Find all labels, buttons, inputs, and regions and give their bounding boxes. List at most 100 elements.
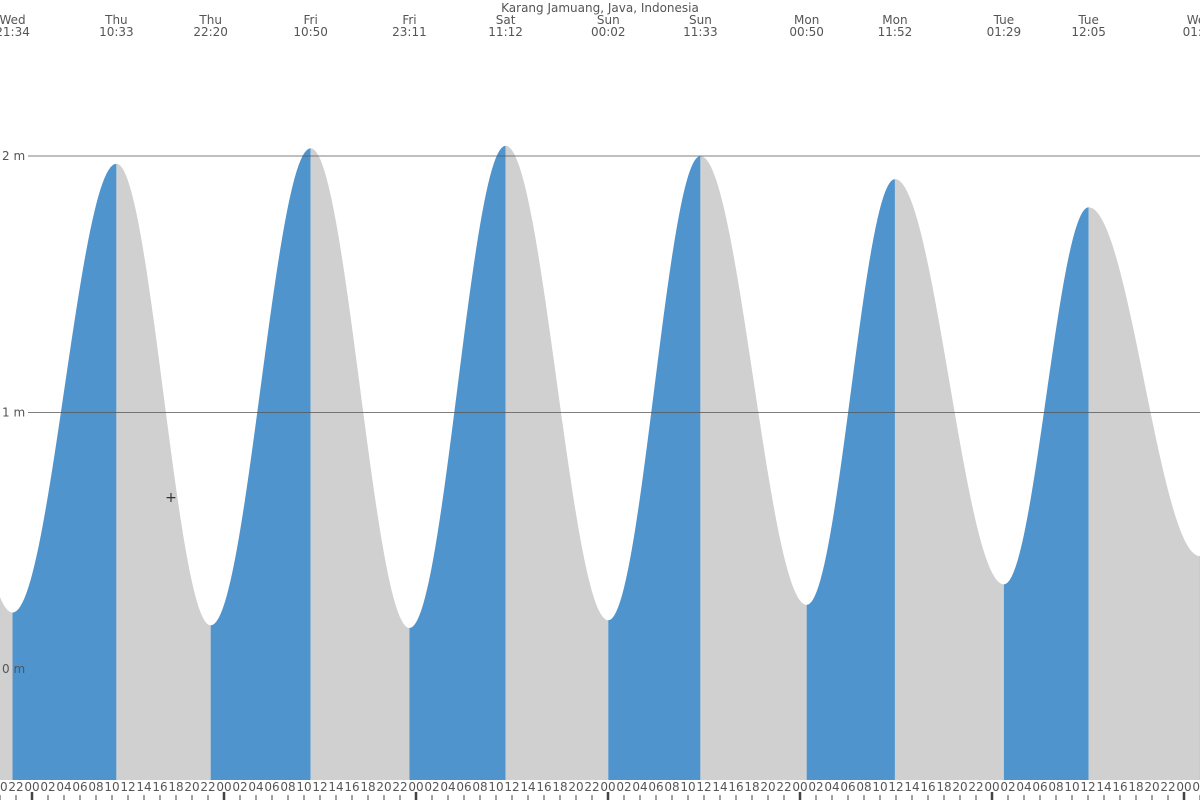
hour-tick-label: 16 bbox=[728, 780, 743, 794]
gridline-layer: 0 m 1 m 2 m bbox=[2, 149, 1200, 676]
hour-tick-label: 08 bbox=[88, 780, 103, 794]
extreme-day-label: Fri bbox=[304, 13, 318, 27]
hour-tick-label: 12 bbox=[504, 780, 519, 794]
hour-axis-layer: 2022000204060810121416182022000204060810… bbox=[0, 780, 1200, 800]
extreme-time-label: 00:50 bbox=[789, 25, 824, 39]
extreme-day-label: Sat bbox=[496, 13, 516, 27]
hour-tick-label: 18 bbox=[552, 780, 567, 794]
hour-tick-label: 10 bbox=[296, 780, 311, 794]
hour-tick-label: 18 bbox=[360, 780, 375, 794]
cursor-marker: + bbox=[165, 490, 177, 506]
hour-tick-label: 08 bbox=[1048, 780, 1063, 794]
hour-tick-label: 20 bbox=[1144, 780, 1159, 794]
hour-tick-label: 02 bbox=[1000, 780, 1015, 794]
tide-area-layer bbox=[0, 145, 1200, 781]
y-tick-label: 1 m bbox=[2, 406, 25, 420]
hour-tick-label: 04 bbox=[1016, 780, 1031, 794]
hour-tick-label: 22 bbox=[584, 780, 599, 794]
hour-tick-label: 12 bbox=[120, 780, 135, 794]
falling-tide-segment bbox=[0, 597, 13, 780]
hour-tick-label: 02 bbox=[424, 780, 439, 794]
extreme-time-label: 22:20 bbox=[193, 25, 228, 39]
hour-tick-label: 00 bbox=[1176, 780, 1191, 794]
hour-tick-label: 04 bbox=[440, 780, 455, 794]
hour-tick-label: 00 bbox=[408, 780, 423, 794]
hour-tick-label: 14 bbox=[136, 780, 151, 794]
hour-tick-label: 12 bbox=[312, 780, 327, 794]
hour-tick-label: 06 bbox=[456, 780, 471, 794]
hour-tick-label: 00 bbox=[216, 780, 231, 794]
hour-tick-label: 22 bbox=[392, 780, 407, 794]
hour-tick-label: 18 bbox=[168, 780, 183, 794]
extreme-day-label: Tue bbox=[1077, 13, 1099, 27]
hour-tick-label: 08 bbox=[280, 780, 295, 794]
rising-tide-segment bbox=[12, 163, 117, 780]
hour-tick-label: 02 bbox=[40, 780, 55, 794]
hour-tick-label: 18 bbox=[936, 780, 951, 794]
hour-tick-label: 00 bbox=[792, 780, 807, 794]
hour-tick-label: 16 bbox=[1112, 780, 1127, 794]
hour-tick-label: 22 bbox=[968, 780, 983, 794]
hour-tick-label: 20 bbox=[952, 780, 967, 794]
extreme-time-label: 21:34 bbox=[0, 25, 30, 39]
hour-tick-label: 14 bbox=[328, 780, 343, 794]
hour-tick-label: 06 bbox=[840, 780, 855, 794]
hour-tick-label: 20 bbox=[568, 780, 583, 794]
extreme-time-label: 01:29 bbox=[987, 25, 1022, 39]
hour-tick-label: 22 bbox=[8, 780, 23, 794]
hour-tick-label: 00 bbox=[24, 780, 39, 794]
hour-tick-label: 22 bbox=[1160, 780, 1175, 794]
extreme-time-label: 11:12 bbox=[488, 25, 523, 39]
extreme-time-label: 11:52 bbox=[878, 25, 913, 39]
hour-tick-label: 08 bbox=[664, 780, 679, 794]
chart-title: Karang Jamuang, Java, Indonesia bbox=[501, 1, 699, 15]
rising-tide-segment bbox=[409, 145, 506, 781]
extreme-day-label: Wed bbox=[1187, 13, 1200, 27]
extreme-labels-layer: Wed21:34Thu10:33Thu22:20Fri10:50Fri23:11… bbox=[0, 13, 1200, 39]
falling-tide-segment bbox=[894, 179, 1004, 781]
hour-tick-label: 22 bbox=[776, 780, 791, 794]
rising-tide-segment bbox=[608, 156, 701, 780]
falling-tide-segment bbox=[1088, 207, 1200, 781]
hour-tick-label: 12 bbox=[888, 780, 903, 794]
falling-tide-segment bbox=[310, 148, 410, 780]
hour-tick-label: 10 bbox=[1064, 780, 1079, 794]
hour-tick-label: 16 bbox=[920, 780, 935, 794]
hour-tick-label: 20 bbox=[184, 780, 199, 794]
hour-tick-label: 14 bbox=[712, 780, 727, 794]
hour-tick-label: 10 bbox=[488, 780, 503, 794]
extreme-day-label: Mon bbox=[882, 13, 907, 27]
hour-tick-label: 12 bbox=[696, 780, 711, 794]
hour-tick-label: 02 bbox=[808, 780, 823, 794]
rising-tide-segment bbox=[806, 179, 895, 781]
y-tick-label: 2 m bbox=[2, 149, 25, 163]
hour-tick-label: 18 bbox=[1128, 780, 1143, 794]
hour-tick-label: 08 bbox=[856, 780, 871, 794]
extreme-day-label: Mon bbox=[794, 13, 819, 27]
hour-tick-label: 02 bbox=[232, 780, 247, 794]
hour-tick-label: 08 bbox=[472, 780, 487, 794]
extreme-time-label: 12:05 bbox=[1071, 25, 1106, 39]
extreme-day-label: Tue bbox=[993, 13, 1015, 27]
hour-tick-label: 20 bbox=[376, 780, 391, 794]
hour-tick-label: 10 bbox=[680, 780, 695, 794]
hour-tick-label: 22 bbox=[200, 780, 215, 794]
hour-tick-label: 16 bbox=[344, 780, 359, 794]
rising-tide-segment bbox=[1003, 207, 1089, 781]
hour-tick-label: 02 bbox=[1192, 780, 1200, 794]
hour-tick-label: 14 bbox=[1096, 780, 1111, 794]
hour-tick-label: 06 bbox=[1032, 780, 1047, 794]
hour-tick-label: 14 bbox=[520, 780, 535, 794]
hour-tick-label: 20 bbox=[0, 780, 8, 794]
hour-tick-label: 06 bbox=[72, 780, 87, 794]
falling-tide-segment bbox=[505, 145, 609, 781]
rising-tide-segment bbox=[210, 148, 311, 780]
hour-tick-label: 04 bbox=[248, 780, 263, 794]
extreme-day-label: Wed bbox=[0, 13, 26, 27]
extreme-time-label: 23:11 bbox=[392, 25, 427, 39]
hour-tick-label: 00 bbox=[984, 780, 999, 794]
extreme-day-label: Thu bbox=[198, 13, 222, 27]
falling-tide-segment bbox=[116, 163, 211, 780]
hour-tick-label: 10 bbox=[104, 780, 119, 794]
